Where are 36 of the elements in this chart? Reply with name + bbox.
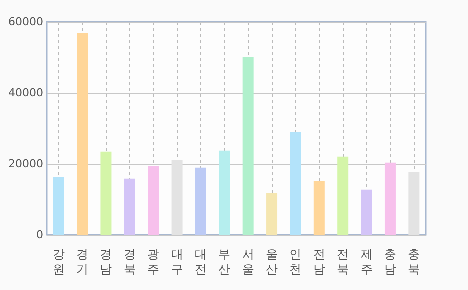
bar	[124, 178, 136, 235]
y-tick-label: 20000	[8, 158, 44, 170]
x-tick-label: 전남	[313, 248, 326, 276]
y-tick-label: 60000	[8, 16, 44, 28]
bar	[408, 172, 420, 235]
x-tick-label: 경기	[76, 248, 89, 276]
bar	[100, 152, 112, 235]
bar	[148, 166, 160, 235]
x-tick-label: 광주	[148, 248, 160, 276]
bar	[77, 33, 88, 235]
y-tick-label: 0	[36, 228, 44, 242]
x-tick-label: 부산	[218, 248, 231, 276]
bar	[314, 181, 325, 235]
bar	[338, 156, 349, 235]
x-tick-label: 대전	[194, 248, 207, 276]
bar	[384, 162, 396, 235]
bar	[361, 190, 372, 235]
x-tick-label: 인천	[290, 248, 302, 276]
bar	[195, 168, 206, 235]
x-tick-label: 전북	[337, 248, 350, 276]
bar	[172, 160, 183, 235]
x-tick-label: 강원	[52, 248, 65, 276]
x-tick-label: 경북	[124, 248, 136, 276]
x-tick-label: 서울	[242, 248, 254, 276]
x-tick-label: 울산	[266, 248, 278, 276]
bar	[53, 177, 64, 235]
y-tick-label: 40000	[8, 86, 44, 100]
x-tick-label: 경남	[100, 248, 112, 276]
x-tick-label: 대구	[171, 248, 184, 276]
x-tick-label: 충북	[408, 248, 420, 276]
x-tick-label: 충남	[384, 248, 396, 276]
bar	[242, 57, 254, 235]
bar	[219, 150, 230, 235]
bar	[290, 132, 302, 235]
x-tick-label: 제주	[360, 248, 373, 276]
bar	[266, 193, 278, 235]
